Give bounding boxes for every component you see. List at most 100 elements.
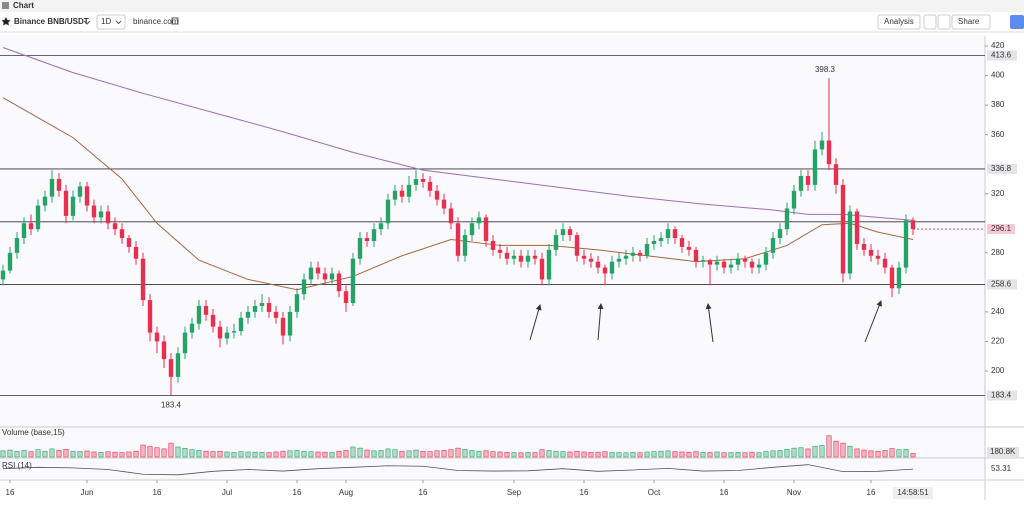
candle-body	[560, 229, 566, 236]
x-tick-label: 16	[419, 488, 428, 497]
volume-bar	[560, 451, 566, 458]
candle-body	[210, 314, 216, 327]
symbol[interactable]: Binance BNB/USDT	[14, 17, 89, 26]
candle-body	[161, 341, 167, 360]
analysis-button[interactable]	[877, 14, 921, 30]
volume-bar	[308, 451, 314, 458]
volume-bar	[420, 450, 426, 458]
candle-body	[714, 261, 720, 265]
candle-body	[0, 270, 6, 280]
volume-bar	[476, 450, 482, 458]
volume-bar	[336, 450, 342, 458]
interval-dropdown	[115, 20, 122, 25]
candle-body	[280, 317, 286, 336]
candle-body	[56, 178, 62, 191]
candle-body	[126, 238, 132, 247]
interval[interactable]: 1D	[101, 17, 111, 26]
arrow	[864, 300, 882, 343]
candle-body	[392, 190, 398, 200]
settings-button[interactable]	[923, 14, 937, 30]
volume-bar	[238, 451, 244, 458]
volume-bar	[406, 450, 412, 458]
candle-body	[448, 208, 454, 224]
volume-bar	[161, 448, 167, 458]
volume-bar	[196, 450, 202, 458]
candle-body	[329, 273, 335, 280]
menu-button[interactable]	[1010, 15, 1024, 29]
candle-body	[490, 241, 496, 250]
volume-bar	[301, 450, 307, 458]
volume-bar	[903, 448, 909, 458]
candle-body	[777, 229, 783, 239]
source-link[interactable]: binance.com	[133, 17, 179, 26]
external-icon	[171, 17, 179, 25]
volume-bar	[665, 450, 671, 458]
star-icon[interactable]	[1, 17, 11, 26]
candle-body	[147, 300, 153, 333]
volume-bar	[637, 452, 643, 458]
volume-bar	[434, 450, 440, 458]
volume-bar	[77, 451, 83, 458]
candle-body	[854, 211, 860, 244]
candle-body	[266, 303, 272, 312]
candle-body	[798, 176, 804, 191]
volume-bar	[588, 452, 594, 458]
analysis-label[interactable]: Analysis	[884, 17, 914, 26]
candle-body	[182, 332, 188, 354]
candle-body	[735, 258, 741, 265]
y-tick-label: 280	[991, 248, 1005, 257]
rsi-line	[2, 464, 914, 476]
share-button[interactable]	[951, 14, 991, 30]
volume-bar	[679, 451, 685, 458]
candle-body	[189, 323, 195, 333]
candle-body	[847, 211, 853, 274]
candle-body	[497, 249, 503, 253]
volume-bar	[693, 451, 699, 458]
volume-bar	[609, 452, 615, 458]
volume-bar	[602, 451, 608, 458]
volume-bar	[791, 447, 797, 458]
volume-bar	[56, 449, 62, 458]
volume-bar	[777, 450, 783, 458]
plot-area	[0, 36, 985, 480]
candle-body	[7, 252, 13, 271]
volume-bar	[371, 450, 377, 458]
share-label[interactable]: Share	[958, 17, 980, 26]
volume-bar	[357, 447, 363, 458]
volume-bar	[315, 451, 321, 458]
symbol-dropdown[interactable]	[83, 20, 91, 25]
interval-button[interactable]	[96, 14, 126, 30]
draw-button[interactable]	[937, 14, 951, 30]
candle-body	[357, 238, 363, 259]
candle-body	[217, 326, 223, 339]
volume-bar	[875, 450, 881, 458]
volume-bar	[98, 452, 104, 458]
volume-bar	[259, 452, 265, 458]
candle-body	[567, 229, 573, 236]
arrow	[597, 303, 604, 341]
candle-body	[749, 261, 755, 268]
x-tick-label: Aug	[339, 488, 353, 497]
app-title: Chart	[13, 1, 34, 10]
volume-bar	[546, 450, 552, 458]
candle-body	[413, 178, 419, 185]
volume-bar	[91, 451, 97, 458]
volume-bar	[350, 446, 356, 458]
x-tick-label: 16	[867, 488, 876, 497]
volume-bar	[868, 450, 874, 458]
time-box	[893, 487, 933, 499]
volume-bar	[217, 450, 223, 458]
candle-body	[105, 211, 111, 224]
volume-bar	[504, 452, 510, 458]
candle-body	[588, 258, 594, 262]
volume-bar	[21, 450, 27, 458]
volume-bar	[714, 451, 720, 458]
volume-bar	[595, 451, 601, 458]
volume-bar	[126, 451, 132, 458]
candle-body	[791, 190, 797, 209]
candle-body	[427, 181, 433, 191]
volume-bar	[273, 451, 279, 458]
candle-body	[238, 317, 244, 332]
candle-body	[511, 255, 517, 259]
